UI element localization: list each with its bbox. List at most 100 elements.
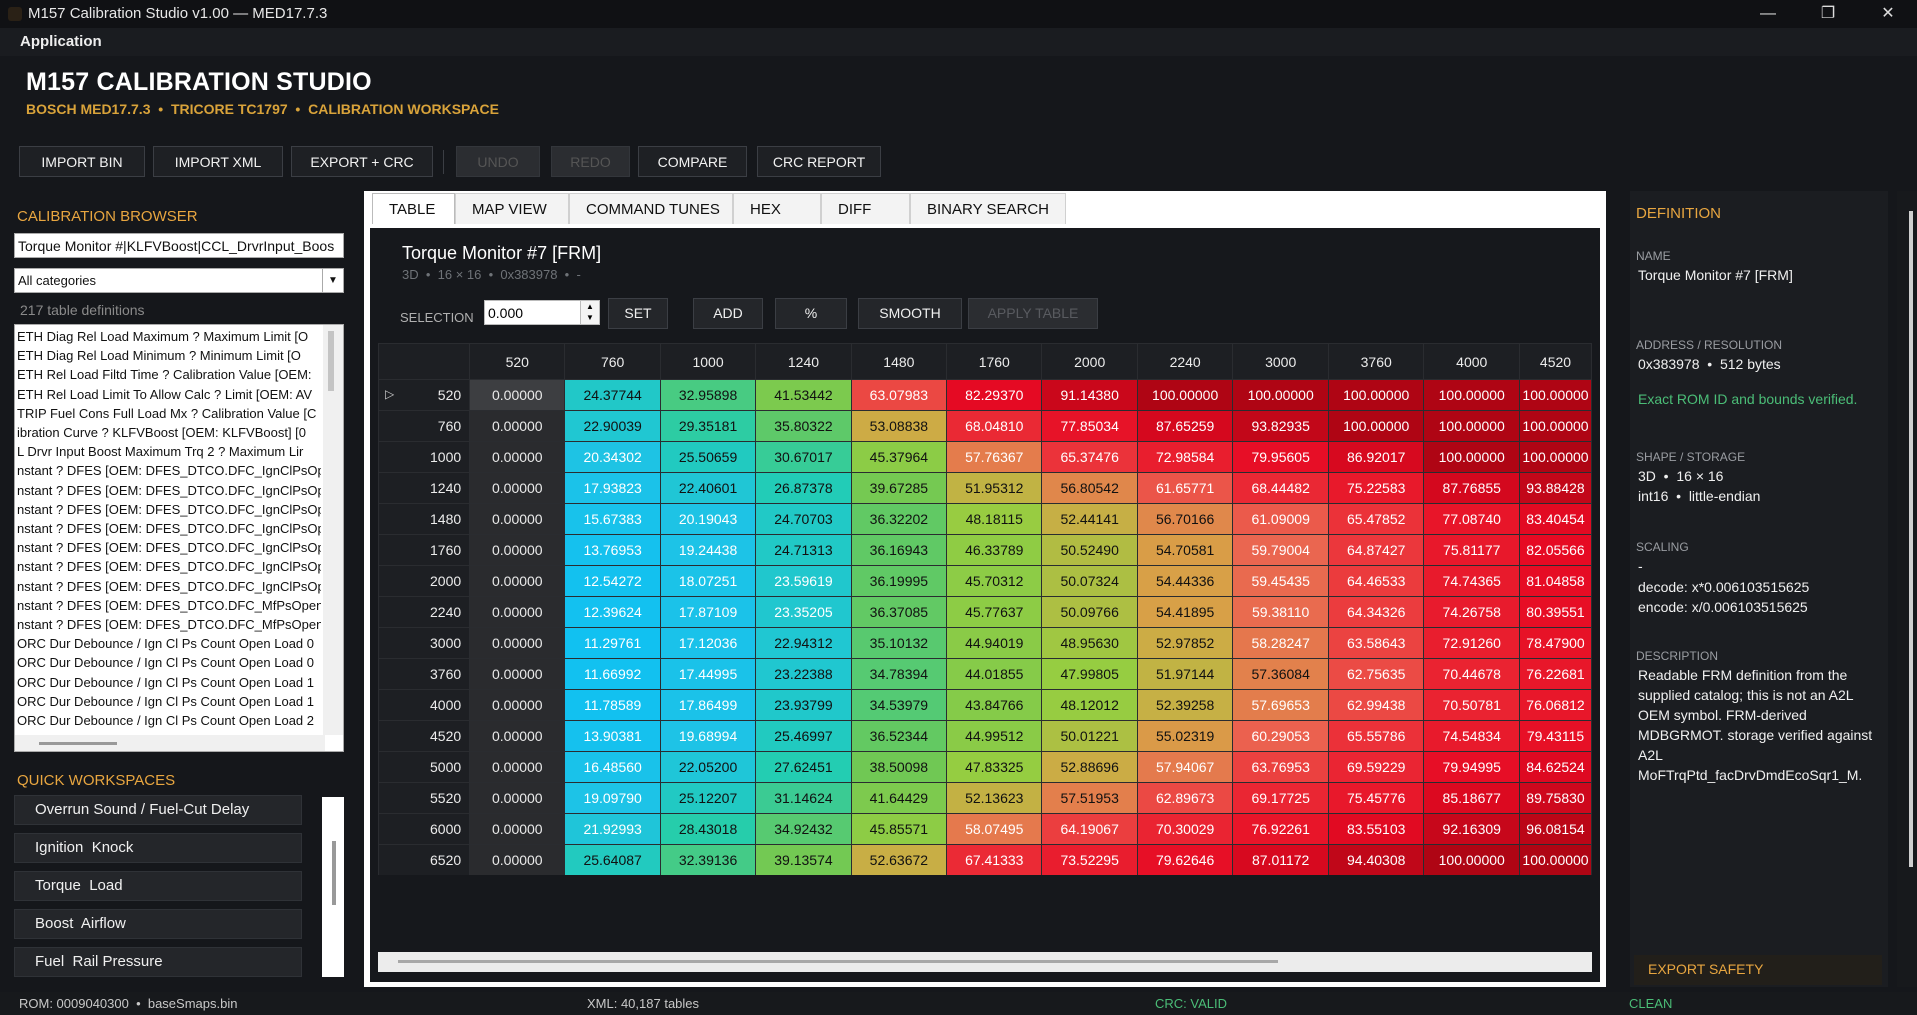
- map-cell[interactable]: 52.39258: [1136, 689, 1234, 721]
- chevron-down-icon[interactable]: ▼: [322, 269, 343, 292]
- column-header[interactable]: 3760: [1327, 343, 1425, 380]
- map-cell[interactable]: 58.07495: [946, 813, 1043, 845]
- map-cell[interactable]: 0.00000: [469, 534, 566, 566]
- definition-list-item[interactable]: nstant ? DFES [OEM: DFES_DTCO.DFC_IgnClP…: [17, 482, 321, 498]
- tab-diff[interactable]: DIFF: [821, 193, 910, 224]
- smooth-button[interactable]: SMOOTH: [858, 298, 962, 329]
- map-cell[interactable]: 39.13574: [755, 844, 852, 875]
- definition-list[interactable]: ETH Diag Rel Load Maximum ? Maximum Limi…: [14, 324, 344, 752]
- map-cell[interactable]: 61.65771: [1136, 472, 1234, 504]
- tab-binary-search[interactable]: BINARY SEARCH: [910, 193, 1066, 224]
- map-cell[interactable]: 0.00000: [469, 751, 566, 783]
- map-cell[interactable]: 70.30029: [1136, 813, 1234, 845]
- map-cell[interactable]: 64.34326: [1327, 596, 1425, 628]
- map-cell[interactable]: 25.50659: [659, 441, 757, 473]
- definition-list-item[interactable]: ETH Diag Rel Load Maximum ? Maximum Limi…: [17, 329, 309, 344]
- map-cell[interactable]: 15.67383: [564, 503, 661, 535]
- map-cell[interactable]: 82.05566: [1519, 534, 1592, 566]
- map-cell[interactable]: 20.34302: [564, 441, 661, 473]
- map-cell[interactable]: 0.00000: [469, 689, 566, 721]
- map-cell[interactable]: 50.52490: [1041, 534, 1138, 566]
- row-header[interactable]: 2240: [378, 596, 471, 628]
- map-cell[interactable]: 63.07983: [850, 379, 948, 411]
- map-cell[interactable]: 76.22681: [1519, 658, 1592, 690]
- map-cell[interactable]: 89.75830: [1519, 782, 1592, 814]
- map-cell[interactable]: 92.16309: [1423, 813, 1520, 845]
- map-cell[interactable]: 56.80542: [1041, 472, 1138, 504]
- map-cell[interactable]: 12.39624: [564, 596, 661, 628]
- map-cell[interactable]: 74.26758: [1423, 596, 1520, 628]
- definition-list-item[interactable]: ORC Dur Debounce / Ign Cl Ps Count Open …: [17, 693, 314, 709]
- workspaces-scrollbar[interactable]: [322, 797, 344, 977]
- map-cell[interactable]: 59.45435: [1232, 565, 1329, 597]
- map-cell[interactable]: 34.78394: [850, 658, 948, 690]
- map-cell[interactable]: 76.06812: [1519, 689, 1592, 721]
- row-header[interactable]: 6520: [378, 844, 471, 875]
- definition-list-item[interactable]: ORC Dur Debounce / Ign Cl Ps Count Open …: [17, 636, 314, 652]
- map-cell[interactable]: 17.12036: [659, 627, 757, 659]
- map-cell[interactable]: 81.04858: [1519, 565, 1592, 597]
- map-cell[interactable]: 16.48560: [564, 751, 661, 783]
- map-cell[interactable]: 13.90381: [564, 720, 661, 752]
- row-header[interactable]: 4520: [378, 720, 471, 752]
- map-cell[interactable]: 0.00000: [469, 658, 566, 690]
- map-cell[interactable]: 74.54834: [1423, 720, 1520, 752]
- menu-application[interactable]: Application: [20, 33, 102, 50]
- map-cell[interactable]: 47.83325: [946, 751, 1043, 783]
- column-header[interactable]: 2000: [1041, 343, 1138, 380]
- map-cell[interactable]: 64.19067: [1041, 813, 1138, 845]
- map-cell[interactable]: 22.94312: [755, 627, 852, 659]
- map-cell[interactable]: 70.50781: [1423, 689, 1520, 721]
- map-cell[interactable]: 69.59229: [1327, 751, 1425, 783]
- map-cell[interactable]: 59.38110: [1232, 596, 1329, 628]
- map-cell[interactable]: 93.88428: [1519, 472, 1592, 504]
- map-cell[interactable]: 58.28247: [1232, 627, 1329, 659]
- map-cell[interactable]: 23.93799: [755, 689, 852, 721]
- definition-list-item[interactable]: nstant ? DFES [OEM: DFES_DTCO.DFC_IgnClP…: [17, 501, 321, 517]
- map-cell[interactable]: 52.63672: [850, 844, 948, 875]
- column-header[interactable]: 520: [469, 343, 566, 380]
- map-cell[interactable]: 41.53442: [755, 379, 852, 411]
- map-cell[interactable]: 11.29761: [564, 627, 661, 659]
- workspace-boost-airflow[interactable]: Boost Airflow: [14, 909, 302, 939]
- map-cell[interactable]: 48.95630: [1041, 627, 1138, 659]
- row-header[interactable]: 760: [378, 410, 471, 442]
- map-cell[interactable]: 72.91260: [1423, 627, 1520, 659]
- map-cell[interactable]: 19.09790: [564, 782, 661, 814]
- map-cell[interactable]: 25.46997: [755, 720, 852, 752]
- map-cell[interactable]: 36.37085: [850, 596, 948, 628]
- map-cell[interactable]: 65.47852: [1327, 503, 1425, 535]
- map-cell[interactable]: 36.32202: [850, 503, 948, 535]
- map-cell[interactable]: 54.70581: [1136, 534, 1234, 566]
- map-cell[interactable]: 87.65259: [1136, 410, 1234, 442]
- map-cell[interactable]: 21.92993: [564, 813, 661, 845]
- right-panel-scrollbar[interactable]: [1897, 191, 1917, 987]
- definition-list-item[interactable]: ETH Rel Load Filtd Time ? Calibration Va…: [17, 367, 312, 383]
- set-button[interactable]: SET: [608, 298, 668, 329]
- map-cell[interactable]: 79.43115: [1519, 720, 1592, 752]
- definition-list-vertical-scrollbar[interactable]: [323, 325, 343, 735]
- map-cell[interactable]: 80.39551: [1519, 596, 1592, 628]
- map-cell[interactable]: 91.14380: [1041, 379, 1138, 411]
- map-cell[interactable]: 76.92261: [1232, 813, 1329, 845]
- map-cell[interactable]: 100.00000: [1423, 441, 1520, 473]
- map-cell[interactable]: 0.00000: [469, 565, 566, 597]
- map-cell[interactable]: 0.00000: [469, 596, 566, 628]
- map-cell[interactable]: 67.41333: [946, 844, 1043, 875]
- map-cell[interactable]: 48.12012: [1041, 689, 1138, 721]
- map-cell[interactable]: 44.94019: [946, 627, 1043, 659]
- definition-list-item[interactable]: L Drvr Input Boost Maximum Trq 2 ? Maxim…: [17, 444, 304, 460]
- map-cell[interactable]: 17.44995: [659, 658, 757, 690]
- map-cell[interactable]: 83.55103: [1327, 813, 1425, 845]
- grid-horizontal-scrollbar[interactable]: [378, 952, 1592, 972]
- map-cell[interactable]: 70.44678: [1423, 658, 1520, 690]
- map-cell[interactable]: 41.64429: [850, 782, 948, 814]
- map-cell[interactable]: 100.00000: [1519, 410, 1592, 442]
- map-cell[interactable]: 51.97144: [1136, 658, 1234, 690]
- map-cell[interactable]: 18.07251: [659, 565, 757, 597]
- map-cell[interactable]: 46.33789: [946, 534, 1043, 566]
- map-cell[interactable]: 0.00000: [469, 627, 566, 659]
- map-cell[interactable]: 0.00000: [469, 782, 566, 814]
- map-cell[interactable]: 69.17725: [1232, 782, 1329, 814]
- map-cell[interactable]: 52.44141: [1041, 503, 1138, 535]
